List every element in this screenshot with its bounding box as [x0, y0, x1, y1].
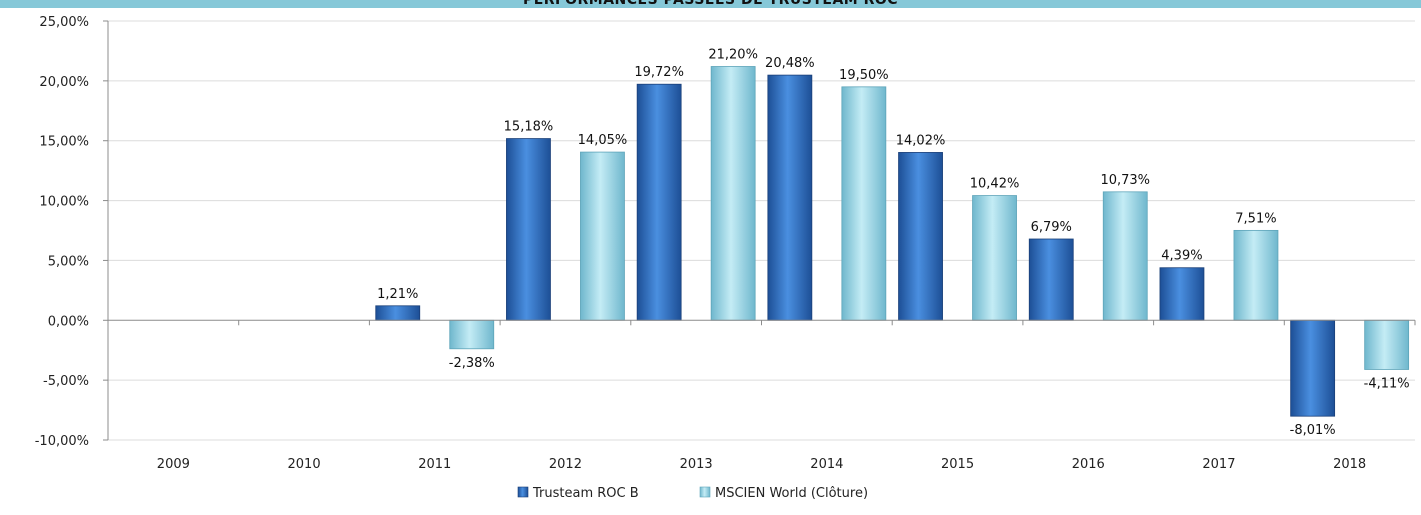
- data-label-msci-2013: 21,20%: [708, 47, 758, 62]
- bar-msci-2016: [1102, 191, 1148, 321]
- y-tick-label: 20,00%: [39, 75, 89, 90]
- x-tick-label: 2011: [418, 457, 451, 472]
- y-tick-label: 15,00%: [39, 135, 89, 150]
- bar-trusteam-2016: [1028, 238, 1074, 321]
- legend-swatch-trusteam: [517, 486, 529, 498]
- bar-trusteam-2012: [506, 138, 551, 321]
- legend-swatch-msci: [699, 486, 711, 498]
- bar-msci-2018: [1364, 319, 1410, 370]
- data-label-msci-2017: 7,51%: [1235, 211, 1276, 226]
- legend-label-trusteam: Trusteam ROC B: [532, 486, 639, 501]
- data-label-msci-2015: 10,42%: [970, 177, 1020, 192]
- x-tick-label: 2014: [810, 457, 843, 472]
- y-tick-label: 5,00%: [48, 254, 89, 269]
- bar-msci-2017: [1233, 229, 1279, 321]
- bar-trusteam-2018: [1290, 319, 1336, 417]
- x-tick-label: 2009: [157, 457, 190, 472]
- x-tick-label: 2010: [288, 457, 321, 472]
- bar-trusteam-2014: [767, 74, 813, 321]
- data-label-trusteam-2018: -8,01%: [1290, 423, 1336, 438]
- bar-trusteam-2015: [898, 152, 943, 321]
- y-tick-label: 10,00%: [39, 195, 89, 210]
- data-label-msci-2016: 10,73%: [1100, 173, 1150, 188]
- x-tick-label: 2012: [549, 457, 582, 472]
- x-tick-label: 2016: [1072, 457, 1105, 472]
- bar-msci-2015: [972, 195, 1017, 321]
- title-bar: PERFORMANCES PASSÉES DE TRUSTEAM ROC: [0, 0, 1421, 8]
- bar-msci-2014: [841, 86, 887, 321]
- bar-trusteam-2017: [1159, 267, 1205, 321]
- bar-trusteam-2013: [636, 83, 682, 321]
- x-tick-label: 2013: [680, 457, 713, 472]
- x-tick-label: 2018: [1333, 457, 1366, 472]
- y-tick-label: 0,00%: [48, 314, 89, 329]
- data-label-trusteam-2012: 15,18%: [504, 120, 554, 135]
- bar-msci-2013: [710, 66, 756, 321]
- legend-label-msci: MSCIEN World (Clôture): [715, 486, 868, 501]
- y-tick-label: 25,00%: [39, 15, 89, 30]
- data-label-trusteam-2011: 1,21%: [377, 287, 418, 302]
- x-tick-label: 2015: [941, 457, 974, 472]
- data-label-msci-2012: 14,05%: [578, 133, 628, 148]
- y-tick-label: -5,00%: [43, 374, 89, 389]
- data-label-msci-2014: 19,50%: [839, 68, 889, 83]
- data-label-trusteam-2014: 20,48%: [765, 56, 815, 71]
- bar-trusteam-2011: [375, 305, 421, 321]
- bar-msci-2012: [580, 151, 625, 321]
- chart-title: PERFORMANCES PASSÉES DE TRUSTEAM ROC: [522, 0, 899, 8]
- data-label-msci-2011: -2,38%: [449, 356, 495, 371]
- data-label-trusteam-2016: 6,79%: [1031, 220, 1072, 235]
- data-label-trusteam-2013: 19,72%: [634, 65, 684, 80]
- data-label-trusteam-2015: 14,02%: [896, 133, 946, 148]
- data-label-msci-2018: -4,11%: [1364, 376, 1410, 391]
- y-tick-label: -10,00%: [35, 434, 89, 449]
- x-tick-label: 2017: [1202, 457, 1235, 472]
- data-label-trusteam-2017: 4,39%: [1161, 249, 1202, 264]
- bar-msci-2011: [449, 319, 495, 350]
